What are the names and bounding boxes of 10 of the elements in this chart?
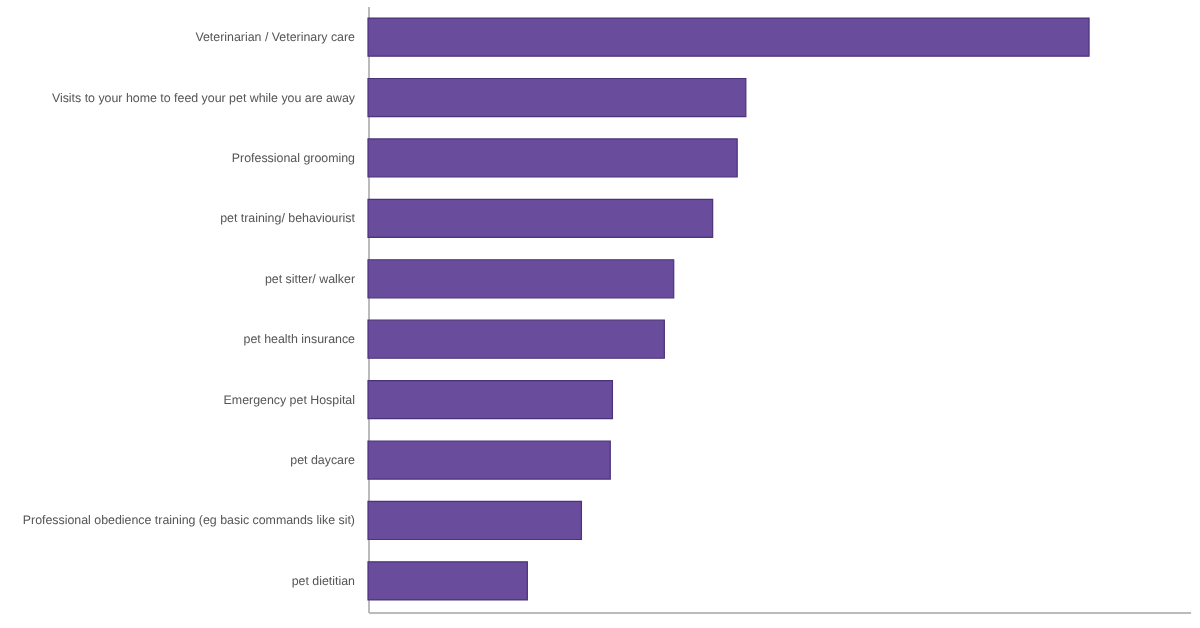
bar <box>367 138 738 178</box>
bar <box>367 440 611 480</box>
bar <box>367 17 1090 57</box>
bar <box>367 198 714 238</box>
bar <box>367 77 747 118</box>
bar <box>367 380 614 420</box>
bar <box>367 561 528 601</box>
bar <box>367 319 665 359</box>
bar <box>367 500 583 541</box>
bar <box>367 259 675 299</box>
